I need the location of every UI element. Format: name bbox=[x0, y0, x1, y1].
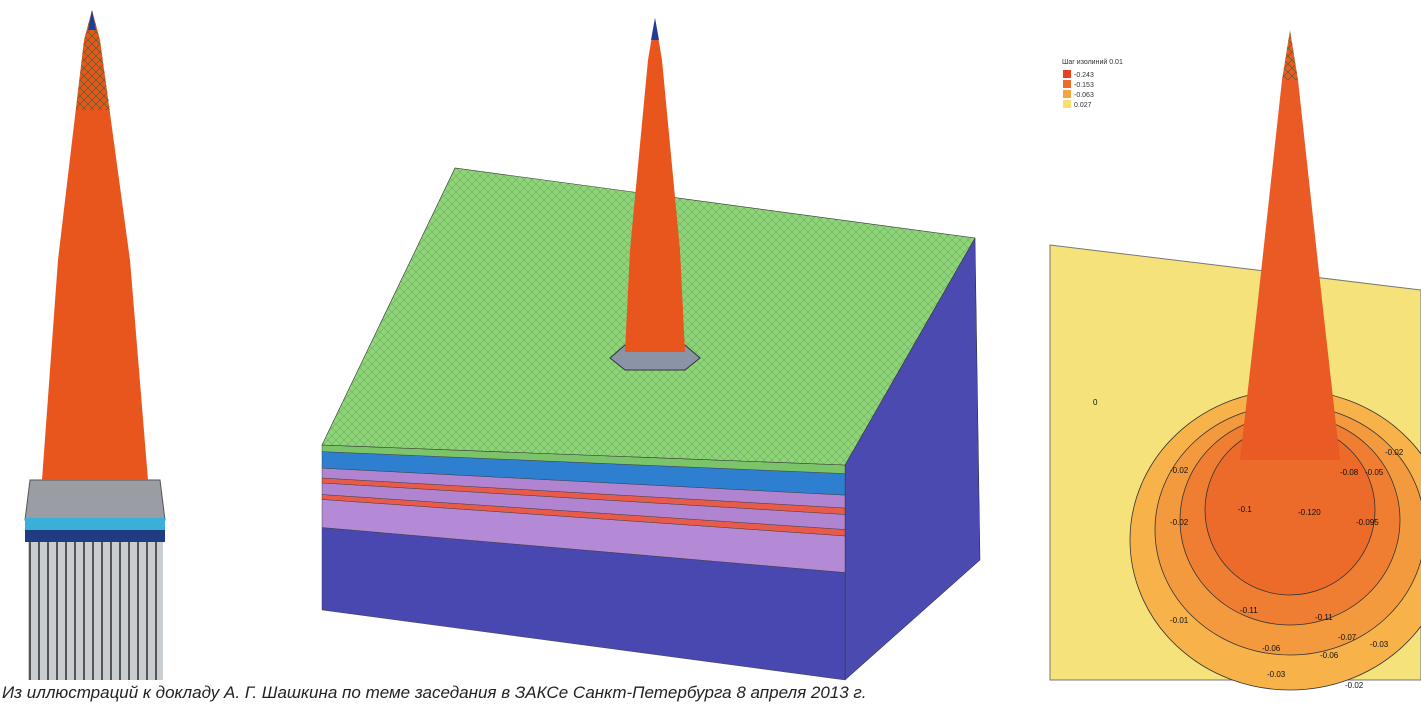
legend-item: -0.153 bbox=[1074, 82, 1094, 89]
settlement-model: Шаг изолиний 0.01 -0.243 -0.153 -0.063 0… bbox=[1049, 30, 1421, 691]
legend-title: Шаг изолиний 0.01 bbox=[1062, 58, 1123, 66]
contour-label: -0.07 bbox=[1338, 633, 1357, 642]
foundation-band bbox=[25, 530, 165, 542]
contour-label: -0.08 bbox=[1340, 468, 1359, 477]
legend-swatch bbox=[1063, 90, 1071, 98]
contour-label: 0 bbox=[1093, 398, 1098, 407]
contour-label: -0.11 bbox=[1315, 613, 1333, 622]
tower bbox=[1240, 30, 1340, 460]
tower-model-left bbox=[24, 10, 166, 680]
caption: Из иллюстраций к докладу А. Г. Шашкина п… bbox=[2, 683, 867, 702]
legend bbox=[1058, 52, 1148, 122]
contour-label: -0.02 bbox=[1345, 681, 1364, 690]
contour-label: -0.05 bbox=[1365, 468, 1384, 477]
contour-label: -0.02 bbox=[1170, 466, 1189, 475]
contour-label: -0.06 bbox=[1320, 651, 1339, 660]
tower bbox=[42, 10, 148, 480]
contour-label: -0.01 bbox=[1170, 616, 1189, 625]
spire bbox=[651, 18, 659, 40]
foundation-band bbox=[25, 518, 165, 530]
contour-label: -0.02 bbox=[1385, 448, 1404, 457]
piles bbox=[28, 540, 163, 680]
spire bbox=[88, 10, 96, 30]
contour-label: -0.06 bbox=[1262, 644, 1281, 653]
legend-swatch bbox=[1063, 80, 1071, 88]
contour-label: -0.03 bbox=[1370, 640, 1389, 649]
contour-label: -0.095 bbox=[1356, 518, 1379, 527]
contour-label: -0.02 bbox=[1170, 518, 1189, 527]
contour-label: -0.03 bbox=[1267, 670, 1286, 679]
contour-label: -0.11 bbox=[1240, 606, 1258, 615]
soil-model bbox=[321, 18, 981, 681]
legend-swatch bbox=[1063, 70, 1071, 78]
tower-mesh bbox=[76, 10, 110, 110]
foundation bbox=[24, 479, 166, 521]
contour-label: -0.1 bbox=[1238, 505, 1252, 514]
legend-swatch bbox=[1063, 100, 1071, 108]
legend-item: -0.063 bbox=[1074, 92, 1094, 99]
legend-item: 0.027 bbox=[1074, 102, 1092, 109]
tower bbox=[625, 18, 685, 352]
legend-item: -0.243 bbox=[1074, 72, 1094, 79]
contour-label: -0.120 bbox=[1298, 508, 1321, 517]
spire bbox=[1282, 30, 1298, 80]
